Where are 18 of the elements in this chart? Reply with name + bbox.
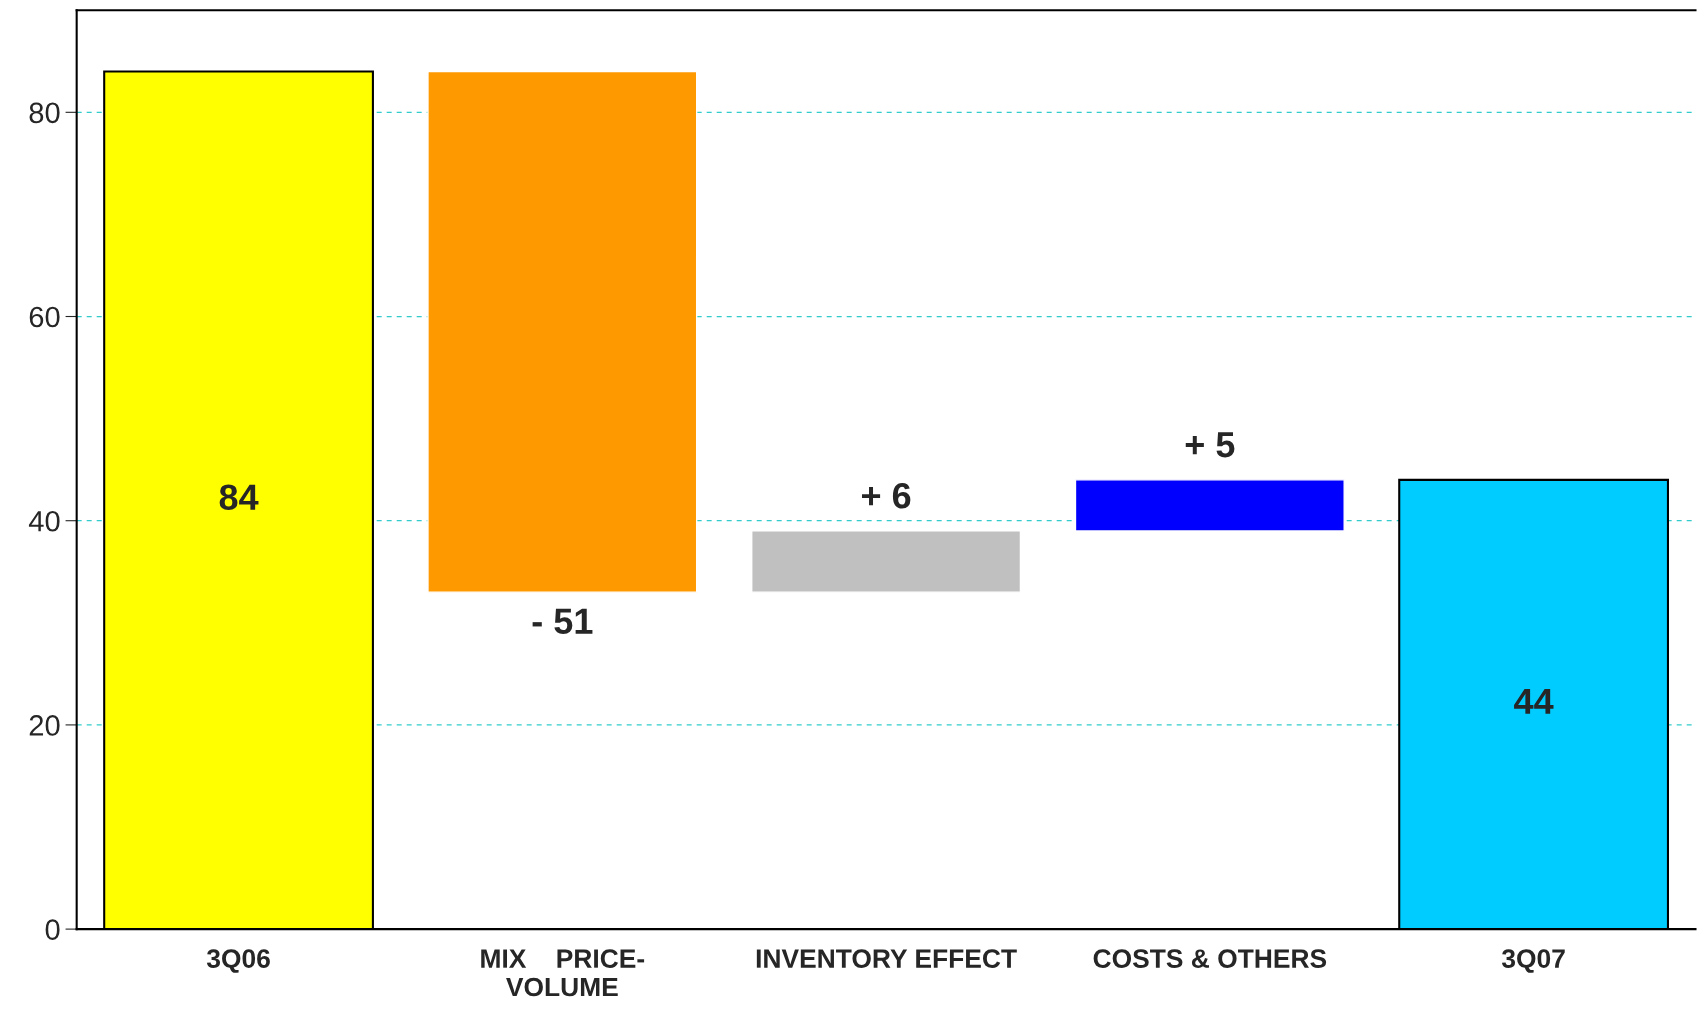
y-tick-label: 20 [29, 715, 60, 736]
x-tick-label: INVENTORY EFFECT [756, 949, 1017, 968]
data-label: + 6 [862, 482, 911, 509]
x-tick-label: 3Q07 [1501, 949, 1565, 973]
y-tick-label: 80 [29, 102, 60, 124]
x-tick-label: 3Q06 [206, 949, 270, 973]
data-label: - 51 [532, 608, 593, 635]
y-tick-label: 0 [45, 919, 60, 940]
x-tick-label: COSTS & OTHERS [1093, 949, 1327, 968]
y-tick-label: 40 [28, 510, 60, 532]
data-label: 84 [219, 484, 259, 510]
bar [1074, 479, 1345, 532]
y-tick-label: 60 [29, 306, 60, 328]
bar [751, 530, 1022, 593]
data-label: + 5 [1185, 432, 1235, 458]
data-label: 44 [1514, 688, 1554, 714]
bar [427, 70, 698, 593]
x-tick-label: MIX PRICE- VOLUME [481, 949, 645, 997]
